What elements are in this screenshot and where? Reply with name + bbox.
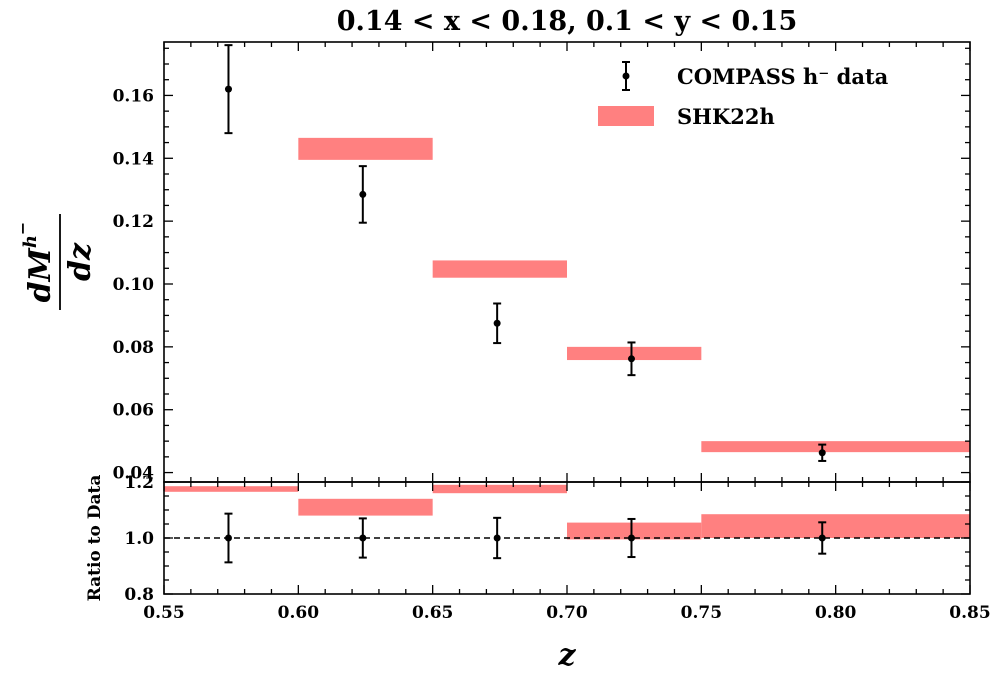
y-tick-label-main-5: 0.14	[113, 149, 155, 169]
ratio-point-marker-2	[493, 534, 501, 542]
data-point-4	[818, 443, 827, 462]
theory-band-0	[164, 33, 298, 41]
data-point-marker-1	[359, 190, 367, 198]
ratio-band-0	[164, 486, 299, 492]
ratio-point-marker-3	[627, 534, 635, 542]
ratio-point-3	[627, 517, 636, 559]
ratio-point-1	[358, 517, 367, 559]
y-tick-label-main-2: 0.08	[113, 338, 154, 358]
theory-band-4	[701, 441, 970, 453]
legend-band-swatch	[598, 106, 654, 126]
data-point-0	[224, 44, 233, 135]
svg-text:dz: dz	[63, 242, 98, 281]
y-tick-label-ratio-0: 0.8	[124, 585, 154, 605]
data-point-3	[627, 341, 636, 377]
ratio-data-points	[224, 512, 827, 564]
x-tick-label-3: 0.70	[546, 603, 588, 623]
y-axis-label-main: dMh− dz	[13, 214, 98, 310]
y-tick-label-ratio-1: 1.0	[124, 529, 154, 549]
ratio-theory-bands	[164, 484, 970, 540]
x-tick-label-4: 0.75	[681, 603, 722, 623]
x-axis-label: z	[557, 638, 576, 673]
ratio-band-2	[432, 484, 567, 494]
x-tick-label-6: 0.85	[949, 603, 990, 623]
ratio-band-1	[298, 498, 433, 516]
theory-band-2	[432, 260, 567, 278]
theory-band-1	[298, 137, 433, 160]
theory-band-3	[567, 346, 702, 361]
x-tick-label-0: 0.55	[143, 603, 184, 623]
ratio-point-4	[818, 521, 827, 555]
ratio-point-marker-1	[359, 534, 367, 542]
main-ticks	[163, 42, 971, 482]
ratio-point-2	[493, 516, 502, 560]
y-tick-labels-ratio: 0.8 1.0 1.2	[124, 473, 154, 605]
y-tick-label-ratio-2: 1.2	[124, 473, 154, 493]
legend-band-label: SHK22h	[677, 104, 775, 129]
ratio-point-0	[224, 512, 233, 564]
legend-data-marker	[622, 61, 630, 91]
y-tick-labels-main: 0.04 0.06 0.08 0.10 0.12 0.14 0.16	[113, 86, 155, 483]
y-tick-label-main-3: 0.10	[113, 275, 155, 295]
chart-title: 0.14 < x < 0.18, 0.1 < y < 0.15	[337, 6, 798, 37]
ratio-band-3	[567, 522, 702, 540]
x-tick-label-5: 0.80	[815, 603, 857, 623]
main-data-points	[224, 44, 827, 462]
y-tick-label-main-1: 0.06	[113, 401, 154, 421]
data-point-marker-4	[818, 449, 826, 457]
data-point-marker-2	[493, 319, 501, 327]
data-point-1	[358, 165, 367, 224]
data-point-2	[493, 302, 502, 345]
y-axis-label-ratio: Ratio to Data	[85, 475, 105, 602]
x-tick-labels: 0.55 0.60 0.65 0.70 0.75 0.80 0.85	[143, 603, 990, 623]
data-point-marker-3	[627, 355, 635, 363]
y-tick-label-main-6: 0.16	[113, 86, 154, 106]
main-theory-bands	[164, 33, 970, 453]
ratio-band-4	[701, 514, 970, 538]
data-point-marker-0	[224, 85, 232, 93]
ratio-point-marker-4	[818, 534, 826, 542]
legend: COMPASS h⁻ data SHK22h	[598, 61, 889, 129]
x-tick-label-1: 0.60	[278, 603, 320, 623]
x-tick-label-2: 0.65	[412, 603, 453, 623]
legend-data-label: COMPASS h⁻ data	[677, 64, 889, 89]
y-tick-label-main-4: 0.12	[113, 212, 154, 232]
y-tick-label-main-0: 0.04	[113, 464, 155, 484]
ratio-ticks	[163, 481, 971, 595]
ratio-point-marker-0	[224, 534, 232, 542]
svg-text:dMh−: dMh−	[13, 222, 58, 303]
